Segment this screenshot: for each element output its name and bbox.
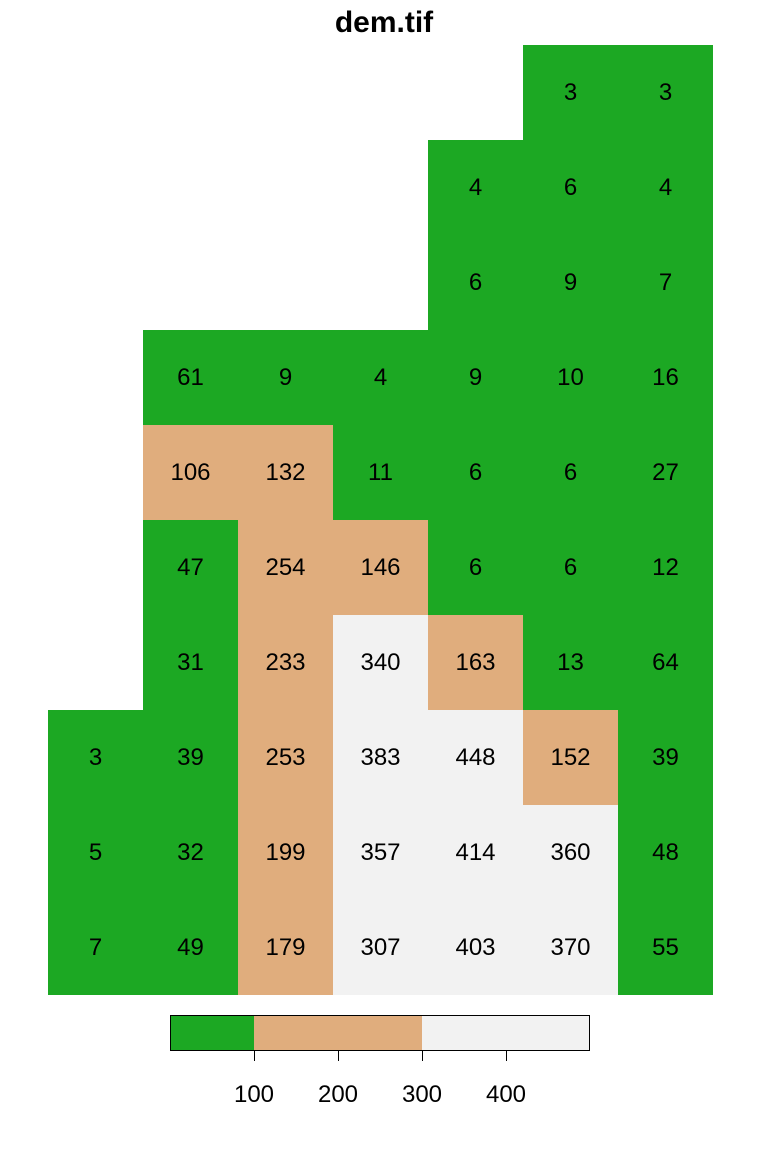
raster-cell: 6 (428, 425, 523, 520)
raster-cell: 179 (238, 900, 333, 995)
raster-cell: 32 (143, 805, 238, 900)
legend-swatch (170, 1015, 254, 1051)
plot-title: dem.tif (0, 6, 768, 40)
raster-cell: 64 (618, 615, 713, 710)
raster-cell: 6 (523, 520, 618, 615)
raster-plot: dem.tif 33464697619491016106132116627472… (0, 0, 768, 1152)
raster-cell: 16 (618, 330, 713, 425)
legend-tick-label: 400 (486, 1081, 526, 1109)
raster-cell: 383 (333, 710, 428, 805)
raster-cell: 4 (333, 330, 428, 425)
raster-cell: 233 (238, 615, 333, 710)
raster-cell: 146 (333, 520, 428, 615)
legend-swatch (254, 1015, 422, 1051)
raster-cell: 6 (428, 235, 523, 330)
raster-cell: 6 (523, 140, 618, 235)
raster-cell: 48 (618, 805, 713, 900)
raster-cell: 6 (428, 520, 523, 615)
raster-cell: 106 (143, 425, 238, 520)
raster-cell: 307 (333, 900, 428, 995)
raster-cell: 253 (238, 710, 333, 805)
raster-cell: 3 (618, 45, 713, 140)
legend-tick-label: 200 (318, 1081, 358, 1109)
raster-cell: 414 (428, 805, 523, 900)
raster-cell: 3 (523, 45, 618, 140)
raster-cell: 13 (523, 615, 618, 710)
raster-cell: 152 (523, 710, 618, 805)
raster-cell: 357 (333, 805, 428, 900)
raster-cell: 7 (48, 900, 143, 995)
raster-cell: 49 (143, 900, 238, 995)
raster-cell: 163 (428, 615, 523, 710)
legend-tick (338, 1051, 339, 1061)
raster-cell: 4 (428, 140, 523, 235)
raster-cell: 4 (618, 140, 713, 235)
raster-cell: 39 (618, 710, 713, 805)
legend-tick-label: 300 (402, 1081, 442, 1109)
raster-cell: 10 (523, 330, 618, 425)
color-legend: 100 200 300 400 (170, 1015, 590, 1111)
legend-swatch (422, 1015, 590, 1051)
legend-tick-label: 100 (234, 1081, 274, 1109)
raster-cell: 55 (618, 900, 713, 995)
raster-cell: 340 (333, 615, 428, 710)
raster-cell: 448 (428, 710, 523, 805)
raster-cell: 47 (143, 520, 238, 615)
raster-cell: 3 (48, 710, 143, 805)
raster-cell: 370 (523, 900, 618, 995)
raster-cell: 61 (143, 330, 238, 425)
raster-cell: 403 (428, 900, 523, 995)
raster-cell: 27 (618, 425, 713, 520)
raster-cell: 9 (428, 330, 523, 425)
raster-cell: 12 (618, 520, 713, 615)
raster-cell: 11 (333, 425, 428, 520)
raster-cell: 31 (143, 615, 238, 710)
raster-cell: 6 (523, 425, 618, 520)
raster-cell: 5 (48, 805, 143, 900)
raster-grid: 3346469761949101610613211662747254146661… (48, 45, 713, 995)
raster-cell: 132 (238, 425, 333, 520)
legend-tick (422, 1051, 423, 1061)
raster-cell: 9 (523, 235, 618, 330)
raster-cell: 7 (618, 235, 713, 330)
legend-tick (506, 1051, 507, 1061)
raster-cell: 9 (238, 330, 333, 425)
raster-cell: 360 (523, 805, 618, 900)
legend-tick (254, 1051, 255, 1061)
raster-cell: 254 (238, 520, 333, 615)
raster-cell: 39 (143, 710, 238, 805)
raster-cell: 199 (238, 805, 333, 900)
